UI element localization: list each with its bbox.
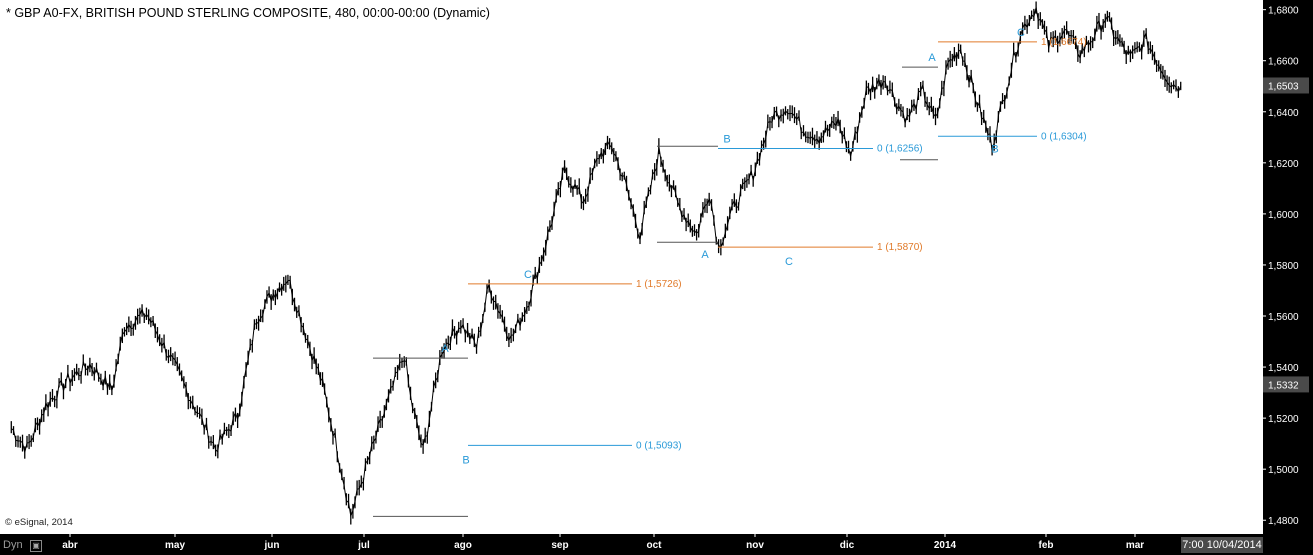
x-tick-label: jun — [264, 540, 280, 551]
x-tick-label: 2014 — [934, 540, 957, 551]
wave-label: A — [441, 343, 449, 355]
y-tick-label: 1,5000 — [1268, 465, 1299, 476]
wave-label: A — [701, 249, 709, 261]
level-label: 0 (1,5093) — [636, 440, 682, 451]
x-tick-label: oct — [647, 540, 663, 551]
wave-label: C — [524, 269, 532, 281]
y-tick-label: 1,4800 — [1268, 516, 1299, 527]
dyn-label: Dyn — [3, 539, 23, 551]
level-label: 0 (1,6256) — [877, 144, 923, 155]
x-tick-label: dic — [840, 540, 855, 551]
y-tick-label: 1,5800 — [1268, 261, 1299, 272]
x-tick-label: nov — [746, 540, 764, 551]
price-box-label: 1,6503 — [1268, 81, 1299, 92]
wave-label: A — [928, 52, 936, 64]
y-tick-label: 1,6200 — [1268, 159, 1299, 170]
level-label: 1 (1,6674) — [1041, 37, 1087, 48]
x-tick-label: may — [165, 540, 185, 551]
x-tick-label: feb — [1039, 540, 1054, 551]
price-line — [10, 7, 1182, 519]
cursor-date-readout: 7:00 10/04/2014 — [1181, 537, 1263, 553]
y-tick-label: 1,6600 — [1268, 57, 1299, 68]
x-tick-label: ago — [454, 540, 472, 551]
x-tick-label: abr — [62, 540, 78, 551]
lock-icon[interactable]: ▣ — [30, 540, 42, 552]
copyright-label: © eSignal, 2014 — [5, 517, 73, 528]
wave-label: C — [785, 256, 793, 268]
y-tick-label: 1,6000 — [1268, 210, 1299, 221]
chart-title: * GBP A0-FX, BRITISH POUND STERLING COMP… — [6, 6, 490, 20]
x-tick-label: sep — [551, 540, 568, 551]
wave-label: C — [1017, 27, 1025, 39]
price-box-label: 1,5332 — [1268, 380, 1299, 391]
wave-label: B — [723, 134, 730, 146]
wave-label: B — [462, 454, 469, 466]
time-axis — [0, 534, 1313, 555]
x-tick-label: mar — [1126, 540, 1144, 551]
wave-label: B — [991, 143, 998, 155]
level-label: 0 (1,6304) — [1041, 131, 1087, 142]
level-label: 1 (1,5726) — [636, 279, 682, 290]
y-tick-label: 1,5400 — [1268, 363, 1299, 374]
y-tick-label: 1,5200 — [1268, 414, 1299, 425]
y-tick-label: 1,5600 — [1268, 312, 1299, 323]
price-box — [1263, 376, 1309, 393]
y-tick-label: 1,6800 — [1268, 6, 1299, 17]
level-label: 1 (1,5870) — [877, 242, 923, 253]
x-tick-label: jul — [357, 540, 370, 551]
price-box — [1263, 77, 1309, 94]
y-tick-label: 1,6400 — [1268, 108, 1299, 119]
dyn-toggle[interactable]: Dyn ▣ — [0, 536, 44, 555]
